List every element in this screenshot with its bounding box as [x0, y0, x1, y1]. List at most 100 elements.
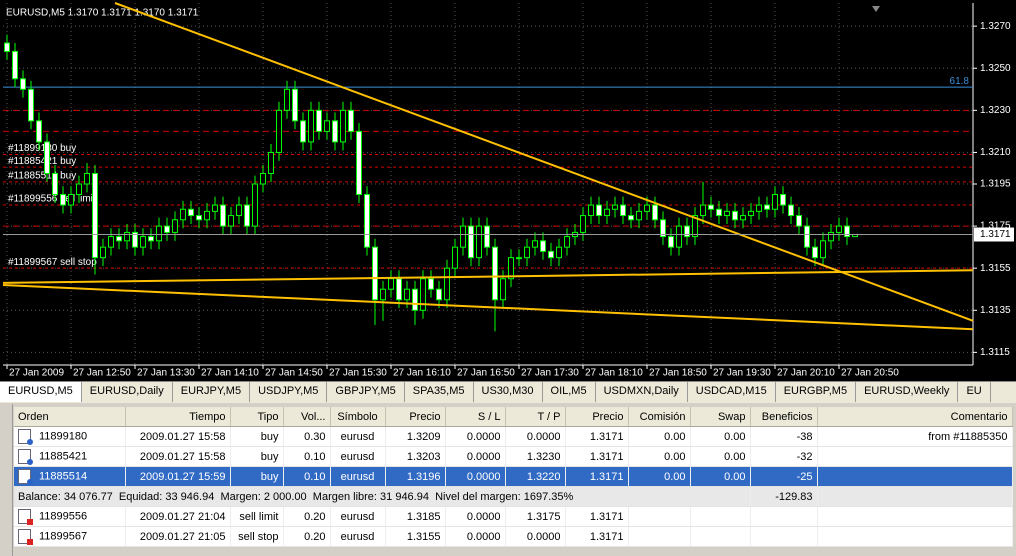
scroll-marker [872, 6, 880, 12]
cell: 2009.01.27 15:58 [125, 426, 231, 447]
cell-text: 1.3175 [526, 510, 561, 523]
chart-tab[interactable]: USDCAD,M15 [688, 382, 776, 402]
column-header[interactable]: Símbolo [330, 407, 386, 427]
cell-text: 1.3171 [589, 430, 624, 443]
candle-body [636, 210, 642, 221]
candle-body [212, 204, 218, 212]
balance-row: Balance: 34 076.77 Equidad: 33 946.94 Ma… [14, 486, 1013, 507]
cell-text: 1.3230 [526, 450, 561, 463]
order-row[interactable]: 11899180 2009.01.27 15:58 buy 0.30 eurusd 1.3… [14, 426, 1013, 447]
bid-box [974, 227, 1014, 242]
chart-tabs: EURUSD,M5 EURUSD,Daily EURJPY,M5 USDJPY,M5 G… [0, 381, 1016, 403]
candle-body [532, 240, 538, 248]
candle-body [372, 246, 378, 301]
candle-body [428, 278, 434, 290]
chart-tab[interactable]: US30,M30 [474, 382, 543, 402]
chart-tab[interactable]: OIL,M5 [543, 382, 596, 402]
candle-body [444, 267, 450, 301]
candle-body [356, 130, 362, 196]
cell-text: 1.3220 [526, 470, 561, 483]
candle-body [692, 215, 698, 238]
cell [750, 526, 818, 547]
order-row[interactable]: 11899556 2009.01.27 21:04 sell limit 0.20 eu… [14, 506, 1013, 527]
candle-body [580, 215, 586, 233]
candle-body [452, 246, 458, 269]
y-tick-label: 1.3155 [980, 263, 1011, 274]
column-header[interactable]: Precio [385, 407, 446, 427]
order-row[interactable]: 11885514 2009.01.27 15:59 buy 0.10 eurusd 1.3… [14, 466, 1013, 487]
cell-text: eurusd [340, 430, 375, 443]
candle-body [468, 225, 474, 259]
candle-body [292, 88, 298, 122]
cell: 11899180 [14, 426, 126, 447]
chart-tab[interactable]: EU [958, 382, 991, 402]
candle-body [412, 288, 418, 311]
column-header[interactable]: Tipo [230, 407, 284, 427]
x-tick-label: 27 Jan 20:10 [777, 368, 835, 379]
order-row[interactable]: 11899567 2009.01.27 21:05 sell stop 0.20 eur… [14, 526, 1013, 547]
cell: buy [230, 446, 284, 467]
chart-tab[interactable]: EURJPY,M5 [173, 382, 251, 402]
column-header[interactable]: T / P [505, 407, 566, 427]
column-header[interactable]: Tiempo [125, 407, 231, 427]
cell-text: -32 [796, 450, 813, 463]
cell-text: -25 [796, 470, 813, 483]
cell: 0.10 [283, 446, 331, 467]
candle-body [300, 120, 306, 143]
chart-tab[interactable]: EURGBP,M5 [776, 382, 857, 402]
cell-text: buy [260, 470, 279, 483]
column-header[interactable]: Precio [565, 407, 629, 427]
column-header[interactable]: Comisión [628, 407, 691, 427]
chart-tab[interactable]: SPA35,M5 [405, 382, 474, 402]
cell-text: 0.00 [664, 450, 686, 463]
column-header[interactable]: S / L [445, 407, 506, 427]
candle-body [28, 88, 34, 122]
chart-tab[interactable]: USDMXN,Daily [596, 382, 688, 402]
cell: 0.00 [690, 426, 751, 447]
candle-body [620, 204, 626, 217]
chart-tab[interactable]: EURUSD,Weekly [856, 382, 959, 402]
chart-tab[interactable]: GBPJPY,M5 [327, 382, 405, 402]
chart-tab[interactable]: EURUSD,M5 [0, 382, 82, 402]
cell [817, 526, 1013, 547]
cell-text: 2009.01.27 15:58 [139, 430, 226, 443]
cell: 11899556 [14, 506, 126, 527]
x-tick-label: 27 Jan 14:50 [265, 368, 323, 379]
candle-body [148, 236, 154, 242]
candle-body [524, 246, 530, 259]
candle-body [604, 208, 610, 217]
column-header[interactable]: Swap [690, 407, 751, 427]
column-header[interactable]: Comentario [817, 407, 1013, 427]
cell: 0.0000 [445, 426, 506, 447]
candle-body [612, 204, 618, 210]
column-header[interactable]: Orden [14, 407, 126, 427]
candle-body [740, 215, 746, 221]
x-tick-label: 27 Jan 16:10 [393, 368, 451, 379]
cell-text: 0.0000 [466, 430, 501, 443]
y-tick-label: 1.3195 [980, 179, 1011, 190]
chart-tab[interactable]: USDJPY,M5 [250, 382, 328, 402]
x-tick-label: 27 Jan 16:50 [457, 368, 515, 379]
candle-body [484, 225, 490, 248]
cell: 1.3171 [565, 506, 629, 527]
order-icon [18, 449, 33, 465]
order-label: #11885421 buy [8, 156, 76, 167]
x-tick-label: 27 Jan 13:30 [137, 368, 195, 379]
candle-body [180, 208, 186, 221]
order-row[interactable]: 11885421 2009.01.27 15:58 buy 0.10 eurusd 1.3… [14, 446, 1013, 467]
x-tick-label: 27 Jan 19:30 [713, 368, 771, 379]
column-header[interactable]: Beneficios [750, 407, 818, 427]
balance-cell: Balance: 34 076.77 Equidad: 33 946.94 Ma… [14, 486, 751, 507]
cell: 0.10 [283, 466, 331, 487]
order-label: #11899180 buy [8, 143, 76, 154]
candle-body [492, 246, 498, 301]
candle-body [268, 151, 274, 174]
cell-text: 0.00 [724, 430, 746, 443]
cell [817, 466, 1013, 487]
column-header[interactable]: Vol... [283, 407, 331, 427]
chart-tab[interactable]: EURUSD,Daily [82, 382, 173, 402]
cell-text: -38 [796, 430, 813, 443]
cell-text: 1.3203 [406, 450, 441, 463]
cell: 1.3185 [385, 506, 446, 527]
cell: buy [230, 466, 284, 487]
